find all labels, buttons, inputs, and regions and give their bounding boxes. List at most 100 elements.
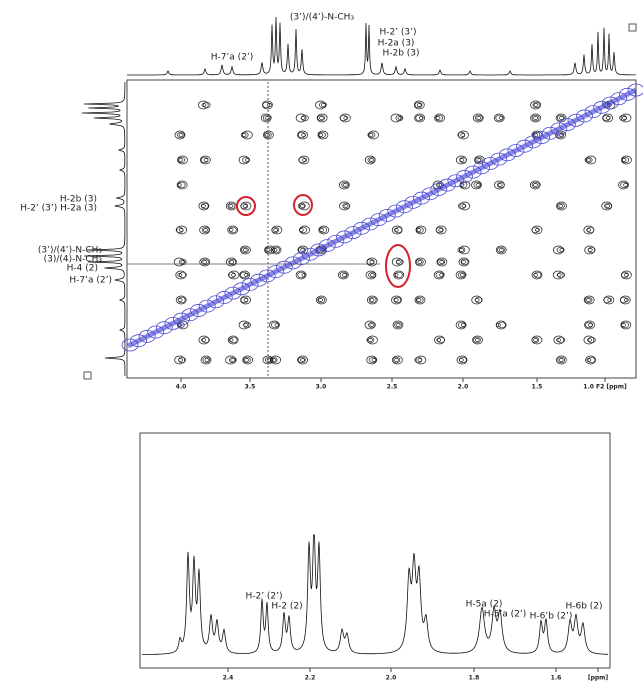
- contour: [204, 158, 208, 161]
- contour: [533, 338, 537, 341]
- contour: [416, 227, 423, 233]
- contour: [396, 260, 400, 263]
- contour-map: [122, 82, 643, 376]
- contour: [459, 358, 463, 361]
- contour: [588, 357, 595, 363]
- contour: [244, 273, 248, 276]
- contour: [201, 157, 208, 163]
- x-tick-label: 2.0: [386, 675, 397, 682]
- bottom-spectrum: [142, 535, 608, 655]
- contour: [477, 158, 481, 161]
- contour: [369, 158, 373, 161]
- peak-label: H-4 (2): [67, 264, 98, 274]
- contour: [557, 338, 561, 341]
- contour: [241, 297, 248, 303]
- x-tick-label: 2.2: [305, 675, 316, 682]
- contour: [178, 358, 182, 361]
- contour: [418, 358, 422, 361]
- contour: [557, 247, 564, 253]
- contour: [342, 182, 349, 188]
- contour: [179, 228, 183, 231]
- contour: [586, 322, 593, 328]
- contour: [301, 358, 305, 361]
- contour: [417, 103, 421, 106]
- contour: [557, 203, 564, 209]
- contour: [230, 337, 237, 343]
- contour: [475, 298, 479, 301]
- contour: [558, 357, 565, 363]
- peak-label: H-2 (2): [271, 602, 302, 612]
- contour: [533, 183, 537, 186]
- contour: [370, 298, 374, 301]
- contour: [587, 158, 591, 161]
- contour: [559, 358, 563, 361]
- x-tick-label: 1.5: [532, 384, 543, 391]
- contour: [231, 358, 235, 361]
- contour: [436, 115, 443, 121]
- contour: [179, 158, 183, 161]
- contour: [498, 322, 505, 328]
- peak-label: H-7’a (2’): [211, 53, 254, 63]
- contour: [179, 133, 183, 136]
- peak-label: (3’)/(4’)-N-CH₃: [290, 13, 355, 23]
- contour: [608, 298, 612, 301]
- contour: [300, 204, 304, 207]
- contour: [439, 228, 443, 231]
- contour: [622, 272, 629, 278]
- contour: [229, 204, 233, 207]
- x-tick-label: 2.0: [458, 384, 469, 391]
- contour: [203, 102, 210, 108]
- contour: [436, 116, 440, 119]
- contour: [320, 227, 327, 233]
- contour: [319, 298, 323, 301]
- contour: [604, 297, 611, 303]
- contour: [440, 260, 444, 263]
- contour: [622, 157, 629, 163]
- contour: [461, 259, 468, 265]
- x-tick-label: 3.5: [245, 384, 256, 391]
- contour: [273, 248, 277, 251]
- contour: [418, 260, 422, 263]
- contour: [475, 297, 482, 303]
- contour: [534, 103, 538, 106]
- contour: [367, 337, 374, 343]
- contour: [242, 133, 246, 136]
- contour: [624, 273, 628, 276]
- peak-label: H-2’ (3’) H-2a (3): [20, 204, 97, 214]
- contour: [241, 203, 248, 209]
- contour: [559, 116, 563, 119]
- contour: [499, 248, 503, 251]
- contour: [318, 132, 325, 138]
- x-tick-label: 1.0 F2 [ppm]: [583, 384, 627, 391]
- contour: [395, 358, 399, 361]
- contour: [204, 228, 208, 231]
- highlight: [237, 197, 255, 215]
- contour: [461, 323, 465, 326]
- contour: [321, 103, 325, 106]
- contour: [205, 358, 209, 361]
- contour: [534, 116, 538, 119]
- peak-label: H-7’a (2’): [69, 276, 112, 286]
- contour: [319, 133, 323, 136]
- contour: [299, 157, 306, 163]
- corner-box: [84, 372, 91, 379]
- contour: [241, 272, 248, 278]
- contour: [588, 247, 595, 253]
- contour: [458, 132, 465, 138]
- contour: [588, 248, 592, 251]
- contour: [476, 183, 480, 186]
- contour: [624, 183, 628, 186]
- contour: [438, 337, 445, 343]
- contour: [343, 273, 347, 276]
- contour: [372, 358, 376, 361]
- x-tick-label: 4.0: [176, 384, 187, 391]
- contour: [585, 297, 592, 303]
- contour: [624, 298, 628, 301]
- contour: [370, 273, 374, 276]
- contour: [460, 158, 464, 161]
- left-projection: [82, 82, 125, 376]
- contour: [230, 260, 234, 263]
- x-tick-label: [ppm]: [588, 675, 609, 682]
- contour: [274, 228, 278, 231]
- contour: [298, 272, 305, 278]
